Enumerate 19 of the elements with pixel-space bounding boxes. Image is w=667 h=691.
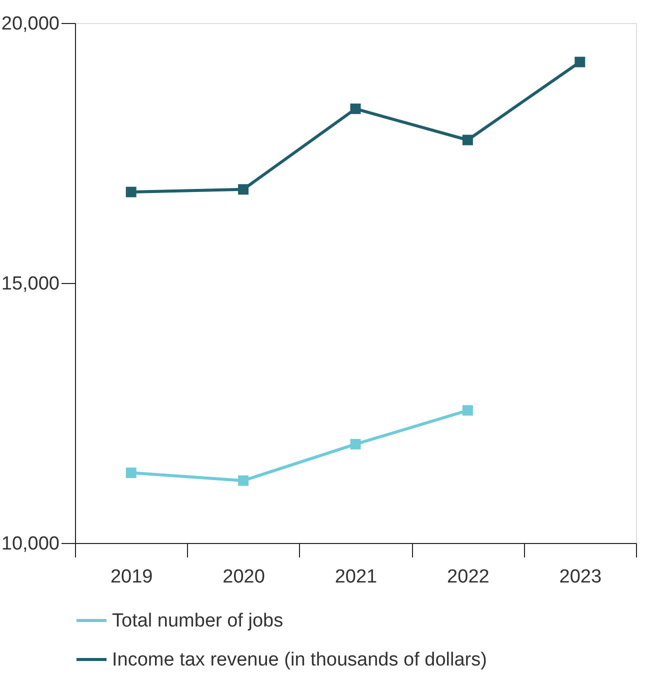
- point: [238, 184, 249, 195]
- point: [126, 186, 136, 198]
- legend-label: Total number of jobs: [112, 610, 284, 632]
- point: [462, 405, 473, 416]
- x-tick-label: 2021: [334, 566, 378, 588]
- point: [350, 104, 361, 114]
- x-tick-label: 2020: [222, 566, 265, 588]
- y-tick-label: 20,000: [1, 14, 60, 34]
- point: [238, 475, 249, 486]
- y-tick-label: 15,000: [1, 274, 60, 294]
- point: [462, 134, 473, 146]
- point: [350, 438, 361, 450]
- x-tick-label: 2019: [110, 566, 153, 588]
- point: [574, 56, 586, 68]
- legend-label: Income tax revenue (in thousands of dollars): [112, 650, 487, 670]
- x-tick-label: 2022: [447, 566, 490, 588]
- x-tick-label: 2023: [559, 566, 602, 588]
- y-tick-label: 10,000: [1, 534, 60, 554]
- point: [126, 468, 136, 478]
